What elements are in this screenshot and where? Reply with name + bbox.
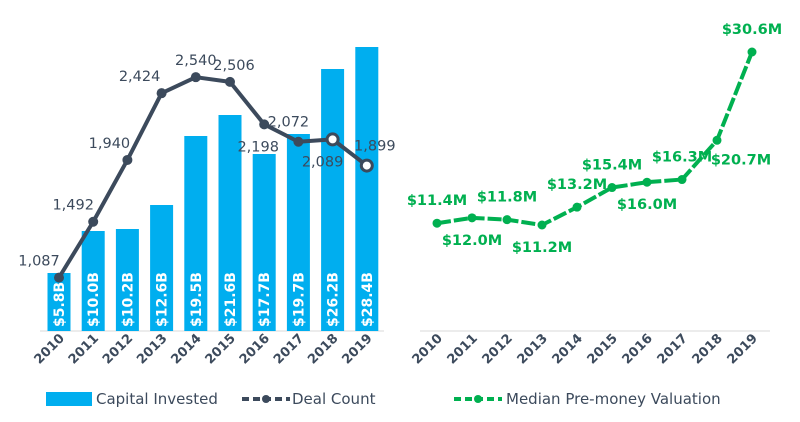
left-x-tick-2014: 2014 xyxy=(168,331,204,367)
bar-capital-invested-2013 xyxy=(150,205,174,331)
median-valuation-label-2014: $13.2M xyxy=(547,177,607,193)
median-valuation-point-2018 xyxy=(712,135,722,145)
median-valuation-label-2017: $16.3M xyxy=(652,150,712,166)
median-valuation-label-2019: $30.6M xyxy=(722,22,782,38)
bar-capital-invested-2010 xyxy=(47,273,71,331)
legend-label-capital-invested: Capital Invested xyxy=(96,390,218,408)
median-valuation-label-2013: $11.2M xyxy=(512,240,572,256)
deal-count-point-2018 xyxy=(325,132,340,147)
legend-label-deal-count: Deal Count xyxy=(292,390,376,408)
deal-count-point-2010 xyxy=(54,272,64,283)
deal-count-point-2019 xyxy=(359,158,374,173)
deal-count-label-2011: 1,492 xyxy=(52,198,94,214)
left-x-tick-2016: 2016 xyxy=(237,331,273,367)
right-x-tick-2017: 2017 xyxy=(655,331,691,367)
left-x-tick-2010: 2010 xyxy=(32,331,68,367)
right-x-tick-2018: 2018 xyxy=(690,331,726,367)
median-valuation-point-2012 xyxy=(502,215,512,225)
bar-capital-invested-2019 xyxy=(355,47,379,331)
bar-label-2010: $5.8B xyxy=(52,282,68,327)
right-x-tick-2011: 2011 xyxy=(445,331,481,367)
left-chart: $5.8B $10.0B $10.2B $12.6B $19.5B $21.6B $17.7… xyxy=(18,47,396,367)
median-valuation-label-2018: $20.7M xyxy=(711,152,771,168)
median-valuation-label-2010: $11.4M xyxy=(407,193,467,209)
bar-capital-invested-2011 xyxy=(81,231,105,331)
left-x-tick-2017: 2017 xyxy=(271,331,307,367)
median-valuation-label-2012: $11.8M xyxy=(477,190,537,206)
bar-capital-invested-2014 xyxy=(184,136,208,331)
bar-label-2012: $10.2B xyxy=(120,272,136,327)
right-x-tick-2013: 2013 xyxy=(515,331,551,367)
bar-label-2017: $19.7B xyxy=(291,272,307,327)
deal-count-label-2017: 2,072 xyxy=(268,115,310,131)
bar-capital-invested-2012 xyxy=(115,229,139,331)
legend: Capital Invested Deal Count Median Pre-m… xyxy=(46,390,721,408)
bar-label-2013: $12.6B xyxy=(155,272,171,327)
right-x-tick-2015: 2015 xyxy=(585,331,621,367)
right-x-tick-2010: 2010 xyxy=(410,331,446,367)
left-x-tick-2013: 2013 xyxy=(134,331,170,367)
bar-capital-invested-2015 xyxy=(218,115,242,331)
left-x-tick-2012: 2012 xyxy=(100,331,136,367)
deal-count-label-2013: 2,424 xyxy=(119,69,161,85)
bar-capital-invested-2017 xyxy=(286,134,310,331)
left-x-tick-2011: 2011 xyxy=(66,331,102,367)
bar-capital-invested-2016 xyxy=(252,154,276,331)
right-x-tick-2019: 2019 xyxy=(725,331,761,367)
deal-count-label-2012: 1,940 xyxy=(89,136,131,152)
deal-count-point-2016 xyxy=(259,119,270,130)
median-valuation-point-2017 xyxy=(677,175,687,185)
deal-count-label-2014: 2,540 xyxy=(175,53,217,69)
bar-capital-invested-2018 xyxy=(321,69,345,331)
bar-label-2014: $19.5B xyxy=(189,272,205,327)
median-valuation-label-2011: $12.0M xyxy=(442,233,502,249)
right-chart: $11.4M $12.0M $11.8M $11.2M $13.2M $15.4M $16.… xyxy=(407,22,782,367)
left-x-tick-2018: 2018 xyxy=(305,331,341,367)
right-x-tick-2014: 2014 xyxy=(550,331,586,367)
median-valuation-point-2019 xyxy=(747,47,757,57)
median-valuation-point-2010 xyxy=(432,218,442,228)
legend-label-median-valuation: Median Pre-money Valuation xyxy=(506,390,721,408)
right-x-tick-2012: 2012 xyxy=(480,331,516,367)
deal-count-label-2016: 2,198 xyxy=(237,139,279,155)
deal-count-label-2018: 2,089 xyxy=(302,154,344,170)
bar-label-2016: $17.7B xyxy=(257,272,273,327)
median-valuation-point-2014 xyxy=(572,202,582,212)
bar-label-2019: $28.4B xyxy=(360,272,376,327)
bar-label-2011: $10.0B xyxy=(86,272,102,327)
median-valuation-point-2016 xyxy=(642,177,652,187)
median-valuation-point-2015 xyxy=(607,183,617,193)
legend-marker-median-valuation xyxy=(474,395,482,403)
bar-label-2015: $21.6B xyxy=(223,272,239,327)
deal-count-point-2013 xyxy=(156,88,167,99)
bar-label-2018: $26.2B xyxy=(326,272,342,327)
median-valuation-point-2013 xyxy=(537,220,547,230)
median-valuation-point-2011 xyxy=(467,213,477,223)
deal-count-point-2011 xyxy=(88,216,99,227)
left-x-tick-2019: 2019 xyxy=(339,331,375,367)
deal-count-line xyxy=(57,75,369,279)
left-x-tick-2015: 2015 xyxy=(203,331,239,367)
legend-marker-deal-count xyxy=(262,395,270,403)
deal-count-point-2012 xyxy=(122,154,133,165)
deal-count-label-2015: 2,506 xyxy=(213,58,255,74)
deal-count-point-2017 xyxy=(293,136,304,147)
median-valuation-line xyxy=(436,51,754,227)
legend-swatch-capital-invested xyxy=(46,392,92,406)
median-valuation-label-2015: $15.4M xyxy=(582,158,642,174)
deal-count-label-2019: 1,899 xyxy=(354,139,396,155)
deal-count-point-2015 xyxy=(225,76,235,87)
deal-count-label-2010: 1,087 xyxy=(18,254,60,270)
median-valuation-label-2016: $16.0M xyxy=(617,197,677,213)
deal-count-point-2014 xyxy=(190,72,201,83)
right-x-tick-2016: 2016 xyxy=(620,331,656,367)
